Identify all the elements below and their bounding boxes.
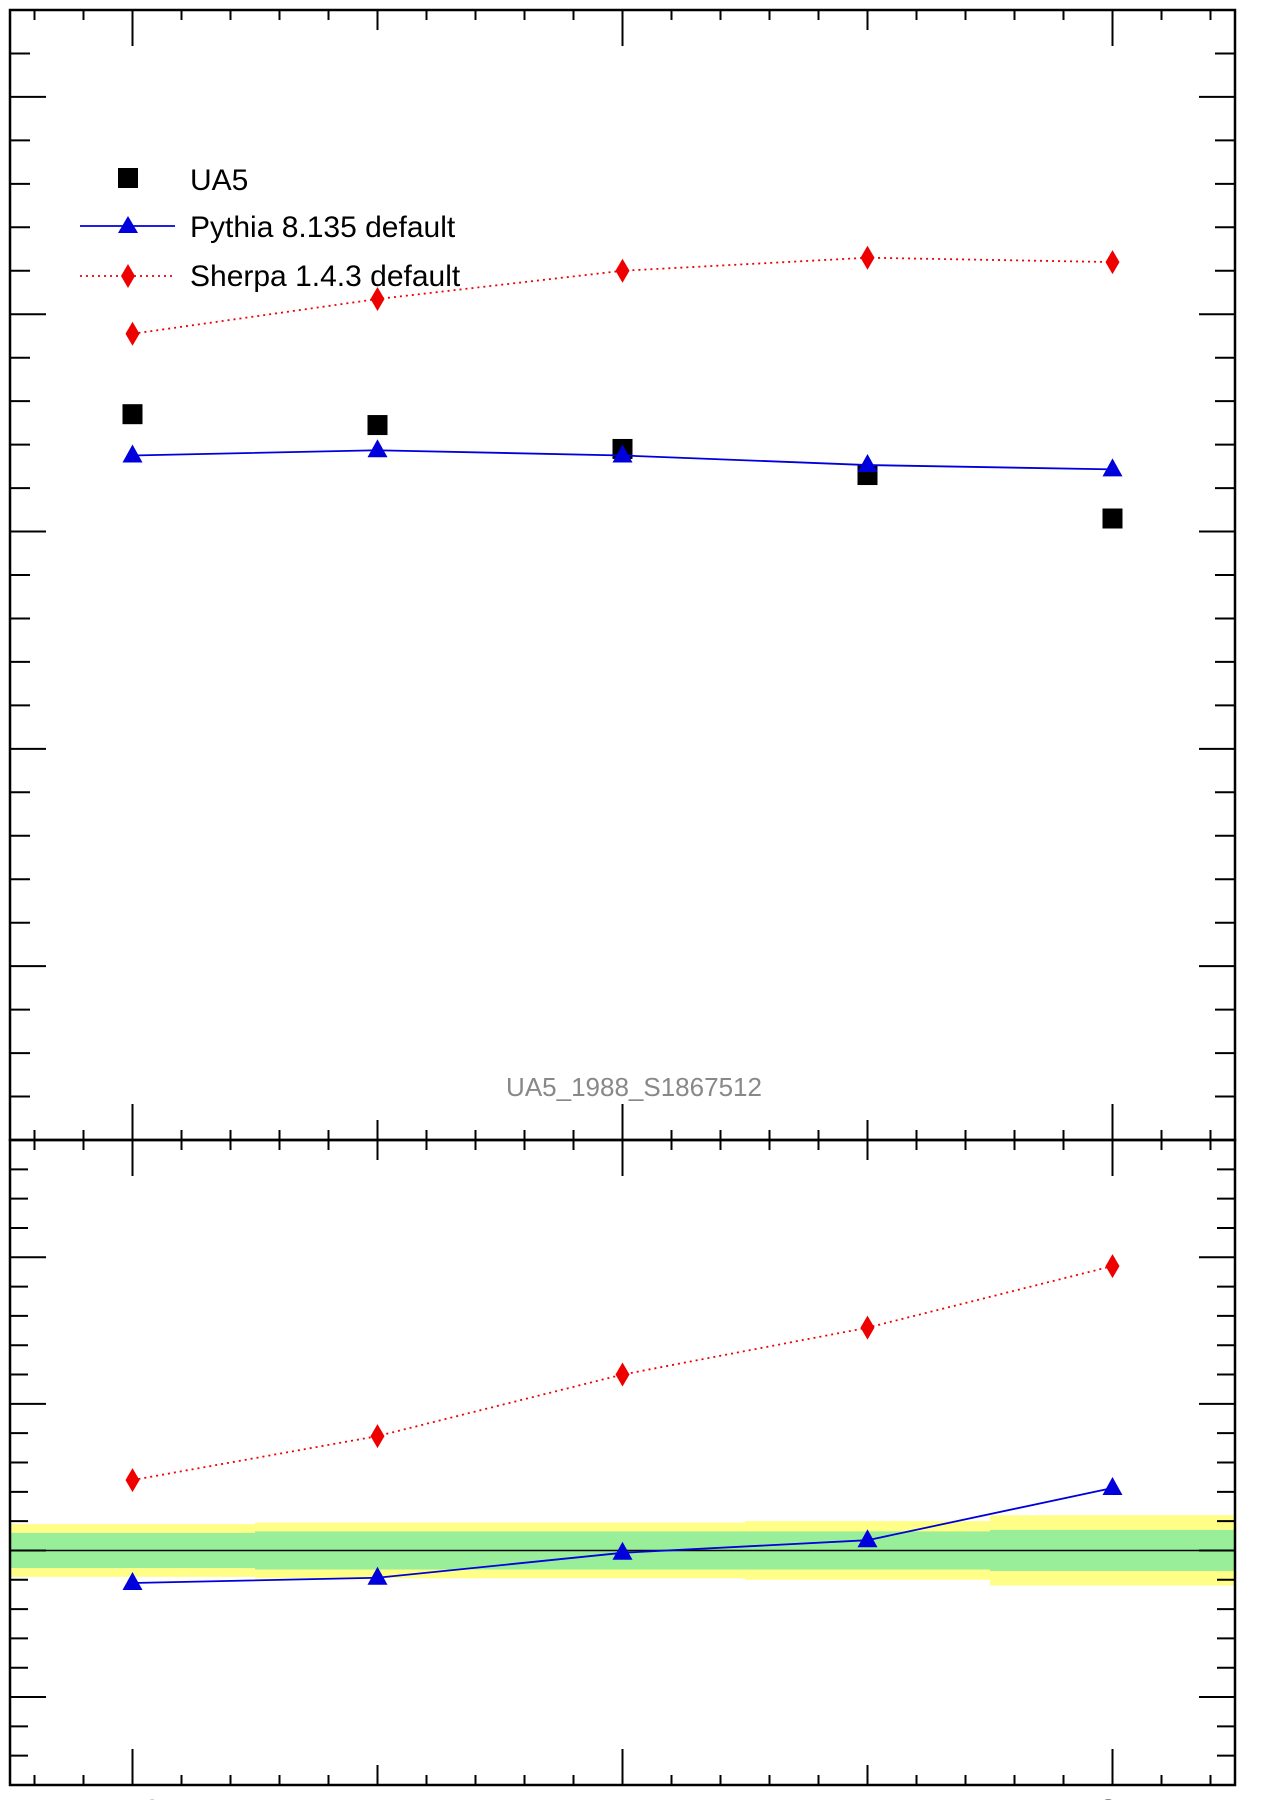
ratio-sherpa-point-1 <box>370 1424 385 1449</box>
ratio-sherpa-point-2 <box>615 1362 630 1387</box>
main-ua5-point-4 <box>1102 508 1123 529</box>
main-pythia-point-3 <box>857 454 878 473</box>
legend-marker-ua5 <box>118 168 138 188</box>
analysis-id-label: UA5_1988_S1867512 <box>506 1072 762 1102</box>
ratio-sherpa-point-3 <box>860 1315 875 1340</box>
ratio-pythia-point-0 <box>122 1571 143 1590</box>
ratio-sherpa-point-0 <box>125 1468 140 1493</box>
ratio-sherpa-point-4 <box>1105 1254 1120 1279</box>
ratio-pythia-point-1 <box>367 1566 388 1585</box>
main-sherpa-point-0 <box>125 321 140 346</box>
ratio-panel-frame <box>8 1138 1237 1787</box>
axis-ticks <box>10 10 1235 1785</box>
x-tick-label-2: 2 <box>1095 1790 1121 1800</box>
main-pythia-point-2 <box>612 444 633 463</box>
ratio-pythia-point-2 <box>612 1541 633 1560</box>
x-tick-label-1: 1 <box>617 1790 643 1800</box>
x-tick-labels: 0 1 2 <box>139 1790 1121 1800</box>
main-pythia-point-0 <box>122 444 143 463</box>
main-sherpa-point-1 <box>370 287 385 312</box>
x-tick-label-0: 0 <box>139 1790 165 1800</box>
ratio-sherpa-line <box>132 1265 1113 1481</box>
main-sherpa-point-2 <box>615 258 630 283</box>
legend-marker-pythia <box>118 216 138 233</box>
legend-label-ua5: UA5 <box>190 164 248 197</box>
legend-label-pythia: Pythia 8.135 default <box>190 211 456 244</box>
main-ua5-point-1 <box>367 415 388 436</box>
ratio-pythia-point-3 <box>857 1529 878 1548</box>
main-pythia-point-1 <box>367 439 388 458</box>
main-sherpa-point-4 <box>1105 250 1120 275</box>
series-layer <box>122 245 1123 1590</box>
main-pythia-point-4 <box>1102 458 1123 477</box>
legend: UA5 Pythia 8.135 default Sherpa 1.4.3 de… <box>80 164 461 293</box>
ratio-pythia-point-4 <box>1102 1477 1123 1496</box>
main-ua5-point-0 <box>122 404 143 425</box>
legend-label-sherpa: Sherpa 1.4.3 default <box>190 260 461 293</box>
legend-marker-sherpa <box>121 264 135 288</box>
main-sherpa-point-3 <box>860 245 875 270</box>
